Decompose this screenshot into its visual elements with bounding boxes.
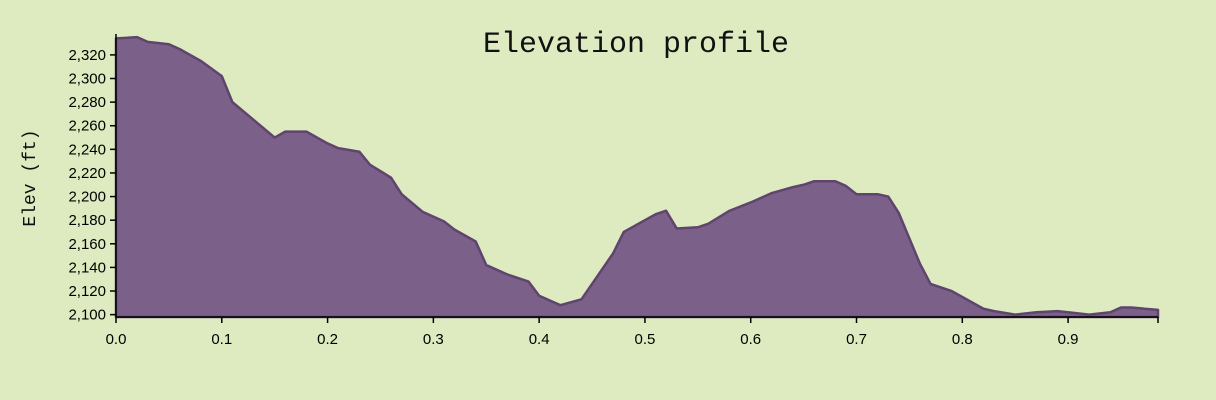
x-tick-label: 0.0 (106, 331, 127, 348)
x-tick-label: 0.2 (317, 331, 338, 348)
plot-area (114, 35, 1160, 319)
y-tick-label: 2,300 (68, 71, 106, 88)
y-tick-label: 2,260 (68, 118, 106, 135)
x-tick-label: 0.9 (1058, 331, 1079, 348)
x-axis: 0.0 0.1 0.2 0.3 0.4 0.5 0.6 0.7 0.8 0.9 (106, 316, 1159, 348)
y-tick-label: 2,280 (68, 94, 106, 111)
y-axis-label: Elev (ft) (21, 129, 41, 226)
x-tick-label: 0.1 (211, 331, 232, 348)
y-tick-label: 2,320 (68, 47, 106, 64)
y-tick-label: 2,140 (68, 259, 106, 276)
x-tick-label: 0.8 (952, 331, 973, 348)
y-axis: 2,100 2,120 2,140 2,160 2,180 2,200 2,220 2,240… (68, 34, 117, 324)
x-tick-label: 0.5 (635, 331, 656, 348)
chart-title: Elevation profile (483, 28, 789, 62)
y-tick-label: 2,180 (68, 212, 106, 229)
y-tick-label: 2,120 (68, 283, 106, 300)
y-tick-label: 2,160 (68, 236, 106, 253)
x-tick-label: 0.4 (529, 331, 550, 348)
y-tick-label: 2,200 (68, 189, 106, 206)
y-tick-label: 2,220 (68, 165, 106, 182)
x-tick-label: 0.7 (846, 331, 867, 348)
elevation-area (114, 35, 1160, 319)
x-tick-label: 0.3 (423, 331, 444, 348)
x-tick-label: 0.6 (740, 331, 761, 348)
y-tick-label: 2,240 (68, 141, 106, 158)
y-tick-label: 2,100 (68, 307, 106, 324)
